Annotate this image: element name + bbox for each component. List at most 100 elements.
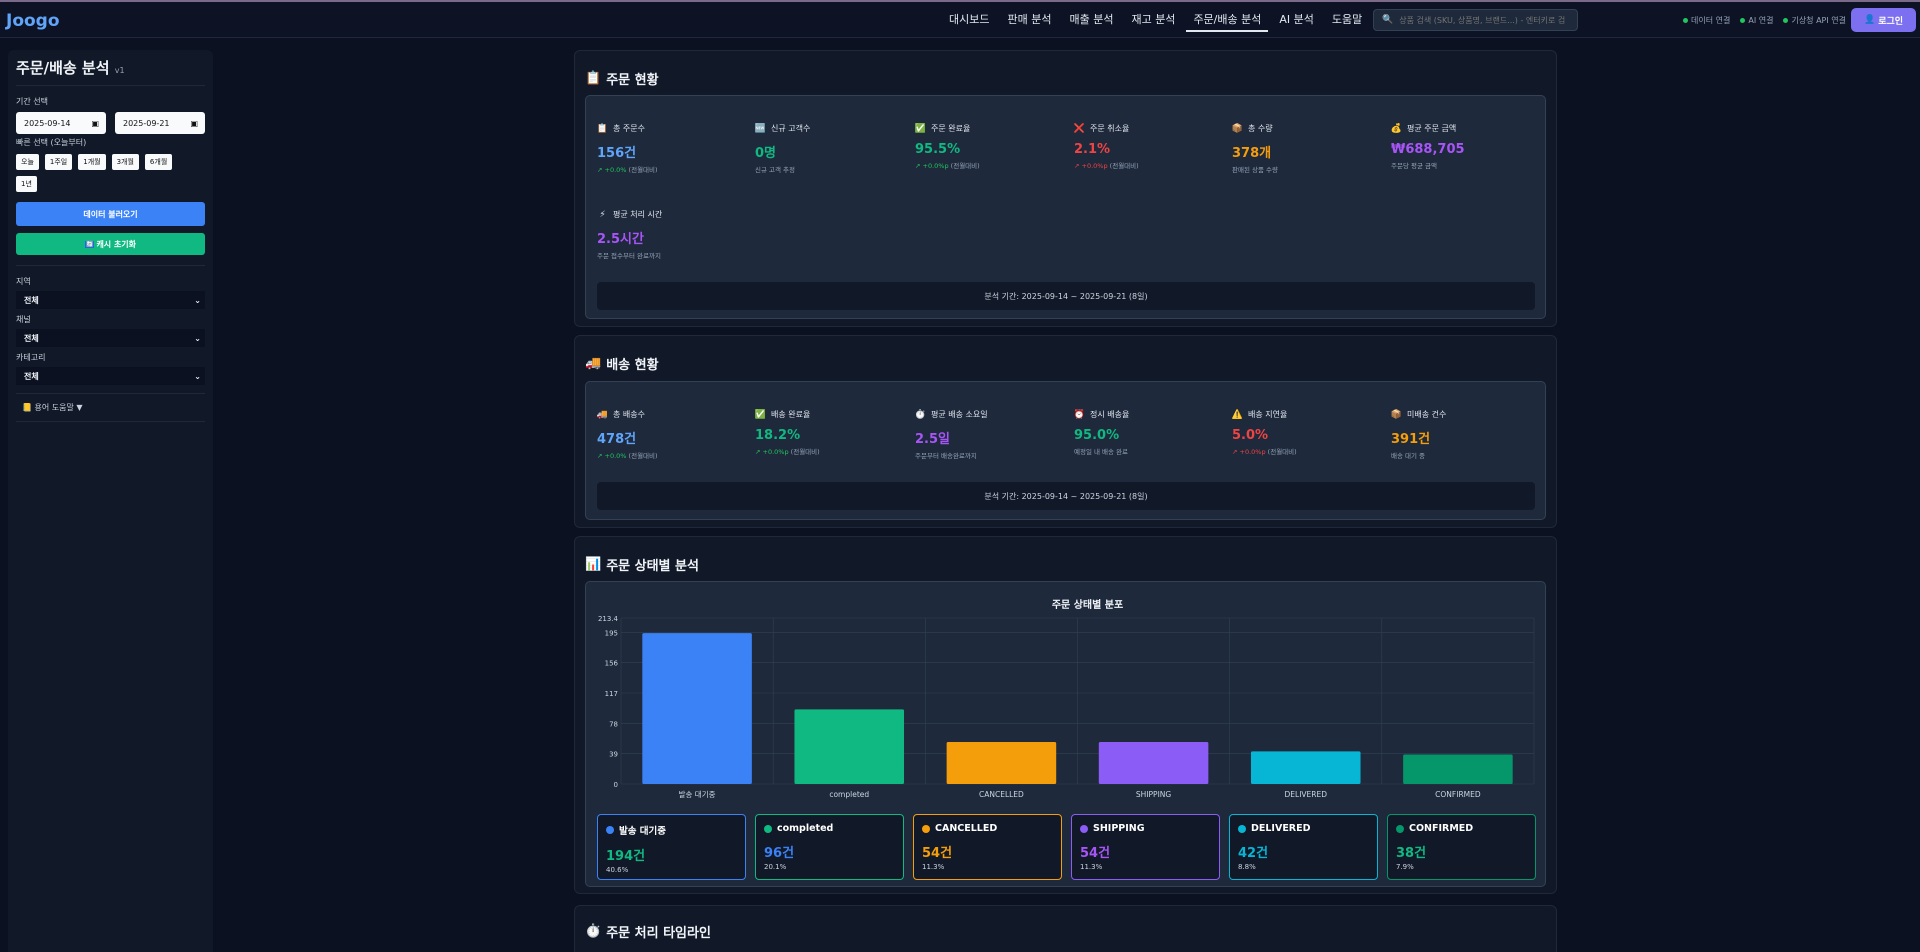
category-select[interactable]: 전체 ⌄ bbox=[16, 367, 205, 385]
status-indicator: 데이터 연결 bbox=[1683, 15, 1730, 26]
metric-card: ✅ 배송 완료율 18.2% ↗ +0.0%p (전월대비) bbox=[754, 409, 915, 457]
metric-value: 391건 bbox=[1391, 432, 1431, 447]
quick-select-button[interactable]: 1년 bbox=[16, 176, 37, 192]
truck-icon: 🚚 bbox=[585, 356, 602, 371]
metric-icon: 📦 bbox=[1231, 123, 1244, 134]
metric-note: 주문부터 배송완료까지 bbox=[915, 452, 977, 460]
region-label: 지역 bbox=[16, 277, 31, 286]
metric-value: 18.2% bbox=[755, 428, 801, 443]
metric-change: ↗ +0.0%p bbox=[755, 448, 789, 456]
timeline-section: ⏱️ 주문 처리 타임라인 bbox=[574, 905, 1557, 952]
nav-item[interactable]: 대시보드 bbox=[949, 13, 990, 26]
status-dot-icon bbox=[1396, 824, 1404, 833]
status-bar-chart: 주문 상태별 분포 213.4 0 39 78 117 156 195 발송 대기중 comple… bbox=[598, 598, 1535, 799]
chart-title: 주문 상태별 분포 bbox=[1052, 598, 1123, 611]
status-analysis-section: 📊 주문 상태별 분석 주문 상태별 분포 213.4 0 39 78 117 156 195… bbox=[574, 536, 1557, 894]
status-analysis-title: 📊 주문 상태별 분석 bbox=[585, 555, 699, 574]
nav-item[interactable]: AI 분석 bbox=[1279, 13, 1314, 26]
delivery-status-title: 🚚 배송 현황 bbox=[585, 354, 659, 373]
status-card[interactable]: CANCELLED 54건 11.3% bbox=[913, 814, 1062, 880]
order-period-bar: 분석 기간: 2025-09-14 ~ 2025-09-21 (8일) bbox=[597, 282, 1535, 310]
status-card-percent: 8.8% bbox=[1238, 863, 1256, 871]
bar bbox=[642, 633, 752, 784]
metric-card: ✅ 주문 완료율 95.5% ↗ +0.0%p (전월대비) bbox=[914, 123, 1075, 171]
metric-note: (전월대비) bbox=[1265, 448, 1297, 456]
metric-note: 주문당 평균 금액 bbox=[1391, 162, 1437, 170]
metric-icon: ⏱️ bbox=[914, 409, 927, 420]
nav-item[interactable]: 재고 분석 bbox=[1131, 13, 1176, 26]
metric-change: ↗ +0.0% bbox=[597, 166, 627, 174]
bar bbox=[946, 741, 1057, 784]
metric-change: ↗ +0.0% bbox=[597, 452, 627, 460]
metric-icon: ✅ bbox=[914, 123, 927, 134]
date-to-input[interactable]: 2025-09-21 ▣ bbox=[115, 112, 205, 134]
status-card[interactable]: SHIPPING 54건 11.3% bbox=[1071, 814, 1220, 880]
nav-item[interactable]: 도움말 bbox=[1331, 13, 1363, 26]
login-button[interactable]: 👤 로그인 bbox=[1851, 8, 1916, 32]
timeline-title-text: 주문 처리 타임라인 bbox=[606, 926, 711, 941]
bar bbox=[794, 709, 905, 784]
clipboard-icon: 📋 bbox=[585, 71, 602, 86]
reset-cache-button[interactable]: 🔄 캐시 초기화 bbox=[16, 233, 205, 255]
metric-icon: 💰 bbox=[1390, 123, 1403, 134]
quick-select-button[interactable]: 3개월 bbox=[111, 154, 139, 170]
glossary-toggle[interactable]: 📒 용어 도움말 ▼ bbox=[16, 393, 205, 422]
metric-card: 📋 총 주문수 156건 ↗ +0.0% (전월대비) bbox=[596, 123, 757, 175]
status-indicator: 기상청 API 연결 bbox=[1783, 15, 1846, 26]
metric-value: 156건 bbox=[597, 146, 637, 161]
order-status-title: 📋 주문 현황 bbox=[585, 69, 659, 88]
date-to-value: 2025-09-21 bbox=[123, 118, 170, 128]
metric-subtext: ↗ +0.0%p (전월대비) bbox=[915, 160, 1075, 170]
status-card-name: completed bbox=[777, 823, 834, 834]
metric-icon: ✅ bbox=[754, 409, 767, 420]
metric-subtext: 신규 고객 추정 bbox=[755, 164, 915, 174]
quick-select-button[interactable]: 오늘 bbox=[16, 154, 39, 170]
metric-subtext: ↗ +0.0%p (전월대비) bbox=[1074, 160, 1234, 170]
version-badge: v1 bbox=[114, 66, 125, 75]
status-card-header: 발송 대기중 bbox=[606, 823, 737, 837]
metric-label-text: 총 수량 bbox=[1248, 124, 1273, 133]
nav-item[interactable]: 주문/배송 분석 bbox=[1184, 2, 1270, 38]
status-card-percent: 11.3% bbox=[1080, 863, 1103, 871]
bar-chart-icon: 📊 bbox=[585, 557, 602, 572]
status-dot-icon bbox=[606, 826, 614, 834]
metric-icon: ❌ bbox=[1073, 123, 1086, 134]
metric-label-text: 미배송 건수 bbox=[1407, 410, 1447, 419]
status-label: AI 연결 bbox=[1748, 16, 1774, 25]
metric-note: (전월대비) bbox=[1107, 162, 1139, 170]
metric-label-text: 배송 완료율 bbox=[771, 410, 811, 419]
metric-card: ⏰ 정시 배송율 95.0% 예정일 내 배송 완료 bbox=[1074, 409, 1234, 457]
status-dot-icon bbox=[764, 824, 772, 833]
metric-label: 🆕 신규 고객수 bbox=[755, 123, 915, 134]
x-tick-label: DELIVERED bbox=[1285, 790, 1328, 799]
status-card[interactable]: DELIVERED 42건 8.8% bbox=[1229, 814, 1378, 880]
status-card[interactable]: 발송 대기중 194건 40.6% bbox=[597, 814, 746, 880]
metric-note: 배송 대기 중 bbox=[1391, 452, 1426, 460]
quick-select-button[interactable]: 6개월 bbox=[144, 154, 173, 170]
load-data-button[interactable]: 데이터 불러오기 bbox=[16, 202, 205, 226]
status-card[interactable]: CONFIRMED 38건 7.9% bbox=[1387, 814, 1536, 880]
metric-card: 💰 평균 주문 금액 ₩688,705 주문당 평균 금액 bbox=[1390, 123, 1551, 171]
status-card[interactable]: completed 96건 20.1% bbox=[755, 814, 904, 880]
metric-icon: 📋 bbox=[596, 123, 609, 134]
metric-subtext: ↗ +0.0% (전월대비) bbox=[597, 450, 757, 460]
region-select[interactable]: 전체 ⌄ bbox=[16, 291, 205, 309]
metric-value: ₩688,705 bbox=[1391, 142, 1465, 157]
nav-item[interactable]: 판매 분석 bbox=[1007, 13, 1052, 26]
search-box[interactable]: 🔍 bbox=[1373, 9, 1578, 31]
status-dot-icon bbox=[1683, 18, 1688, 23]
metric-subtext: ↗ +0.0%p (전월대비) bbox=[755, 446, 915, 456]
date-from-input[interactable]: 2025-09-14 ▣ bbox=[16, 112, 106, 134]
metric-label-text: 주문 취소율 bbox=[1090, 124, 1130, 133]
quick-select-button[interactable]: 1주일 bbox=[44, 154, 73, 170]
search-input[interactable] bbox=[1399, 15, 1575, 25]
quick-select-button[interactable]: 1개월 bbox=[78, 154, 106, 170]
metric-change: ↗ +0.0%p bbox=[915, 162, 949, 170]
nav-item[interactable]: 매출 분석 bbox=[1069, 13, 1114, 26]
app-logo[interactable]: Joogo bbox=[6, 11, 60, 31]
metric-card: ⏱️ 평균 배송 소요일 2.5일 주문부터 배송완료까지 bbox=[914, 409, 1075, 461]
y-tick-label: 213.4 bbox=[598, 615, 619, 623]
channel-select[interactable]: 전체 ⌄ bbox=[16, 329, 205, 347]
sidebar: 주문/배송 분석 v1 기간 선택 2025-09-14 ▣ 2025-09-2… bbox=[8, 50, 213, 952]
calendar-icon: ▣ bbox=[91, 118, 99, 128]
